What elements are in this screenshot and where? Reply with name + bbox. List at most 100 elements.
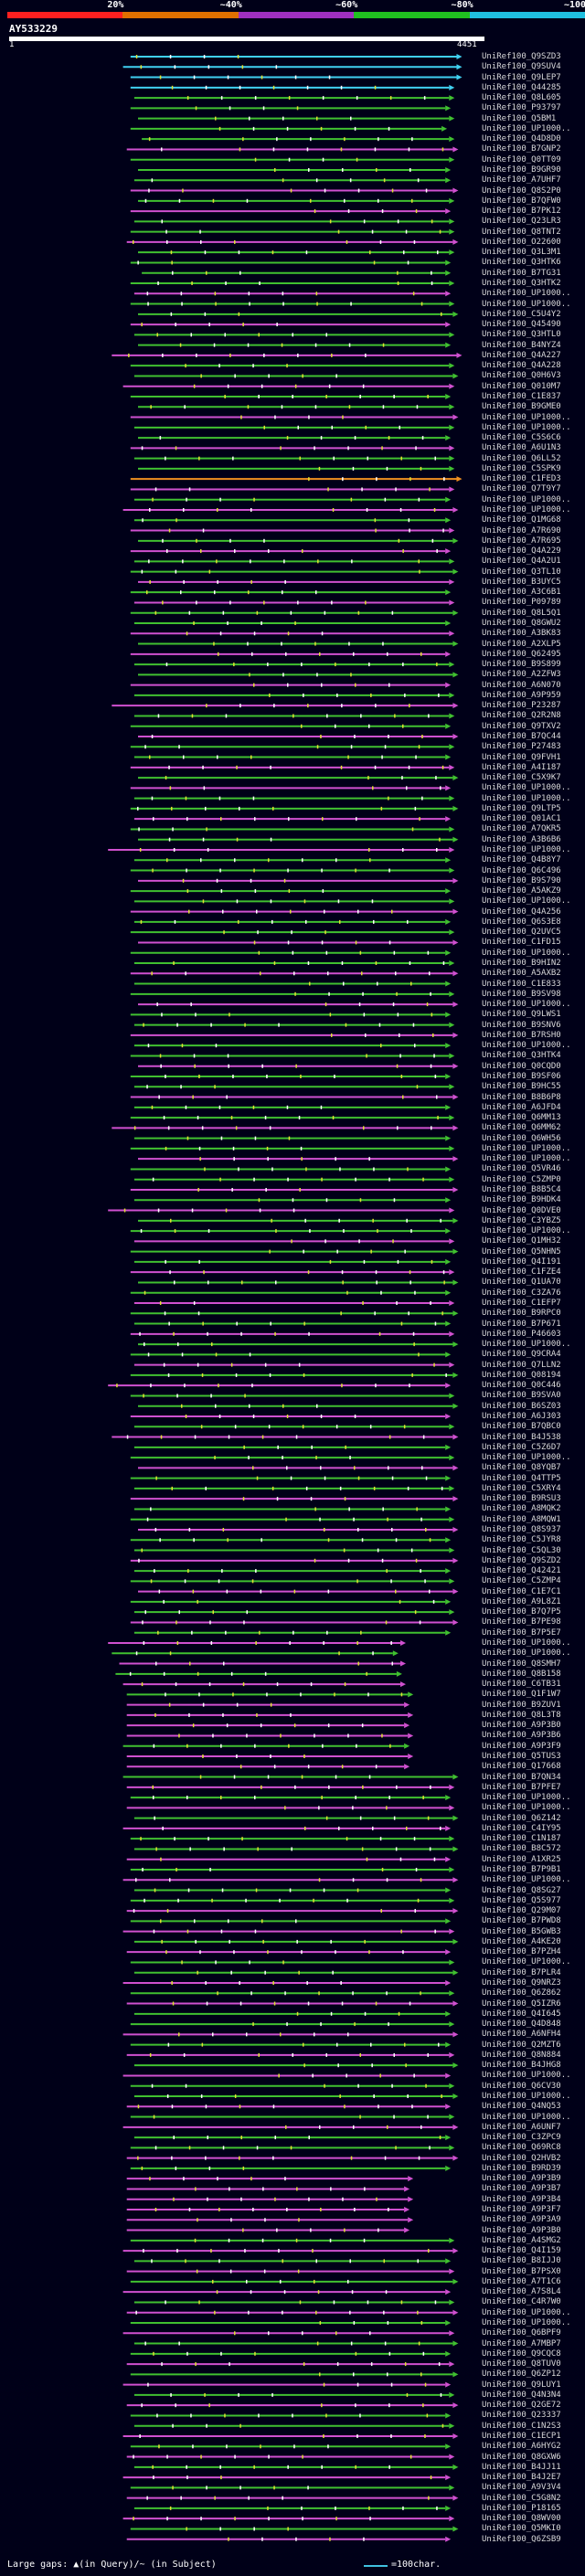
hit-label[interactable]: UniRef100_Q8L5Q1: [482, 608, 561, 618]
hit-label[interactable]: UniRef100_P27483: [482, 742, 561, 752]
hit-label[interactable]: UniRef100_B4J538: [482, 1432, 561, 1442]
hit-label[interactable]: UniRef100_A9P3B9: [482, 2174, 561, 2184]
hit-label[interactable]: UniRef100_C5S6C6: [482, 433, 561, 443]
hit-label[interactable]: UniRef100_Q1MG68: [482, 515, 561, 525]
hit-label[interactable]: UniRef100_UP1000..: [482, 1340, 571, 1350]
hit-label[interactable]: UniRef100_Q3HTK2: [482, 279, 561, 288]
hit-label[interactable]: UniRef100_Q6Z142: [482, 1813, 561, 1823]
hit-label[interactable]: UniRef100_C3YBZ5: [482, 1215, 561, 1225]
hit-label[interactable]: UniRef100_B9RPC0: [482, 1309, 561, 1319]
hit-label[interactable]: UniRef100_A6J303: [482, 1412, 561, 1421]
hit-label[interactable]: UniRef100_Q6MM62: [482, 1123, 561, 1133]
hit-label[interactable]: UniRef100_C1E833: [482, 979, 561, 989]
hit-label[interactable]: UniRef100_B7QFW0: [482, 196, 561, 206]
hit-label[interactable]: UniRef100_Q5VR46: [482, 1164, 561, 1174]
hit-label[interactable]: UniRef100_Q9LTP5: [482, 803, 561, 813]
hit-label[interactable]: UniRef100_C1E837: [482, 392, 561, 401]
hit-label[interactable]: UniRef100_Q3TL10: [482, 567, 561, 577]
hit-label[interactable]: UniRef100_C3ZPC9: [482, 2133, 561, 2143]
hit-label[interactable]: UniRef100_UP1000..: [482, 1143, 571, 1153]
hit-label[interactable]: UniRef100_Q1UA70: [482, 1277, 561, 1288]
hit-label[interactable]: UniRef100_B8C572: [482, 1844, 561, 1854]
hit-label[interactable]: UniRef100_Q010M7: [482, 381, 561, 391]
hit-label[interactable]: UniRef100_A6JFD4: [482, 1102, 561, 1112]
hit-label[interactable]: UniRef100_Q08194: [482, 1370, 561, 1380]
hit-label[interactable]: UniRef100_Q9SUV4: [482, 62, 561, 72]
hit-label[interactable]: UniRef100_Q9LEP7: [482, 72, 561, 82]
hit-label[interactable]: UniRef100_UP1000..: [482, 2092, 571, 2101]
hit-label[interactable]: UniRef100_Q4B8Y7: [482, 855, 561, 865]
hit-label[interactable]: UniRef100_A9P3A9: [482, 2215, 561, 2225]
hit-label[interactable]: UniRef100_Q3HTK6: [482, 258, 561, 268]
hit-label[interactable]: UniRef100_Q5BM1: [482, 113, 557, 123]
hit-label[interactable]: UniRef100_A5AXB2: [482, 969, 561, 979]
hit-label[interactable]: UniRef100_Q8GXW6: [482, 2452, 561, 2462]
hit-label[interactable]: UniRef100_Q8N884: [482, 2050, 561, 2060]
hit-label[interactable]: UniRef100_C3ZA76: [482, 1288, 561, 1298]
hit-label[interactable]: UniRef100_B9RD39: [482, 2163, 561, 2173]
hit-label[interactable]: UniRef100_A6UNF7: [482, 2122, 561, 2132]
hit-label[interactable]: UniRef100_Q6WH56: [482, 1133, 561, 1143]
hit-label[interactable]: UniRef100_UP1000..: [482, 494, 571, 504]
hit-label[interactable]: UniRef100_Q6Z862: [482, 1988, 561, 1998]
hit-label[interactable]: UniRef100_B5GWB3: [482, 1926, 561, 1936]
hit-label[interactable]: UniRef100_B9S899: [482, 660, 561, 670]
hit-label[interactable]: UniRef100_P09789: [482, 598, 561, 608]
hit-label[interactable]: UniRef100_Q2GE72: [482, 2401, 561, 2411]
hit-label[interactable]: UniRef100_Q8S2P0: [482, 186, 561, 196]
hit-label[interactable]: UniRef100_Q6S3E8: [482, 917, 561, 927]
hit-label[interactable]: UniRef100_C1E7C1: [482, 1586, 561, 1596]
hit-label[interactable]: UniRef100_B7PZH4: [482, 1947, 561, 1957]
hit-label[interactable]: UniRef100_B3UYC5: [482, 577, 561, 587]
hit-label[interactable]: UniRef100_Q4A256: [482, 906, 561, 917]
hit-label[interactable]: UniRef100_C4IY95: [482, 1823, 561, 1833]
hit-label[interactable]: UniRef100_Q4A227: [482, 350, 561, 360]
hit-label[interactable]: UniRef100_B7Q7P5: [482, 1607, 561, 1617]
hit-label[interactable]: UniRef100_Q6BPF9: [482, 2328, 561, 2338]
hit-label[interactable]: UniRef100_Q0TT09: [482, 154, 561, 164]
hit-label[interactable]: UniRef100_Q9LUY1: [482, 2380, 561, 2390]
hit-label[interactable]: UniRef100_C5ZMP0: [482, 1174, 561, 1184]
hit-label[interactable]: UniRef100_A7MBP7: [482, 2338, 561, 2348]
hit-label[interactable]: UniRef100_A7QKR5: [482, 824, 561, 834]
hit-label[interactable]: UniRef100_A9P3B0: [482, 2225, 561, 2235]
hit-label[interactable]: UniRef100_B4JJ11: [482, 2462, 561, 2472]
hit-label[interactable]: UniRef100_UP1000..: [482, 289, 571, 299]
hit-label[interactable]: UniRef100_Q42421: [482, 1566, 561, 1576]
hit-label[interactable]: UniRef100_Q6CV30: [482, 2081, 561, 2091]
hit-label[interactable]: UniRef100_Q69RC8: [482, 2143, 561, 2153]
hit-label[interactable]: UniRef100_Q8SG27: [482, 1885, 561, 1895]
hit-label[interactable]: UniRef100_B9HC55: [482, 1082, 561, 1092]
hit-label[interactable]: UniRef100_Q5S977: [482, 1895, 561, 1905]
hit-label[interactable]: UniRef100_C5XRY4: [482, 1483, 561, 1493]
hit-label[interactable]: UniRef100_Q8WV00: [482, 2514, 561, 2524]
hit-label[interactable]: UniRef100_Q1MH32: [482, 1236, 561, 1246]
hit-label[interactable]: UniRef100_A9P3B0: [482, 1721, 561, 1731]
hit-label[interactable]: UniRef100_B8B6P8: [482, 1092, 561, 1102]
hit-label[interactable]: UniRef100_A9V3V4: [482, 2483, 561, 2493]
hit-label[interactable]: UniRef100_UP1000..: [482, 412, 571, 422]
hit-label[interactable]: UniRef100_Q9TXV2: [482, 721, 561, 731]
hit-label[interactable]: UniRef100_Q4I645: [482, 2009, 561, 2019]
hit-label[interactable]: UniRef100_C1ECP1: [482, 2432, 561, 2441]
hit-label[interactable]: UniRef100_B4JHG8: [482, 2061, 561, 2071]
hit-label[interactable]: UniRef100_A9P3F7: [482, 2205, 561, 2214]
hit-label[interactable]: UniRef100_B7QBC0: [482, 1422, 561, 1432]
hit-label[interactable]: UniRef100_Q5TUS3: [482, 1752, 561, 1761]
hit-label[interactable]: UniRef100_Q4A229: [482, 546, 561, 557]
hit-label[interactable]: UniRef100_Q01AC1: [482, 814, 561, 824]
hit-label[interactable]: UniRef100_Q0H6V3: [482, 371, 561, 381]
hit-label[interactable]: UniRef100_UP1000..: [482, 1000, 571, 1010]
hit-label[interactable]: UniRef100_Q62495: [482, 649, 561, 659]
hit-label[interactable]: UniRef100_Q8L605: [482, 93, 561, 103]
hit-label[interactable]: UniRef100_Q1F1W7: [482, 1690, 561, 1700]
hit-label[interactable]: UniRef100_B9HIN2: [482, 959, 561, 968]
hit-label[interactable]: UniRef100_UP1000..: [482, 1957, 571, 1967]
hit-label[interactable]: UniRef100_B9GME0: [482, 402, 561, 412]
hit-label[interactable]: UniRef100_UP1000..: [482, 1793, 571, 1803]
hit-label[interactable]: UniRef100_UP1000..: [482, 783, 571, 793]
hit-label[interactable]: UniRef100_C1EFP7: [482, 1299, 561, 1308]
hit-label[interactable]: UniRef100_A3BK83: [482, 629, 561, 639]
hit-label[interactable]: UniRef100_UP1000..: [482, 1803, 571, 1813]
hit-label[interactable]: UniRef100_P93797: [482, 103, 561, 113]
